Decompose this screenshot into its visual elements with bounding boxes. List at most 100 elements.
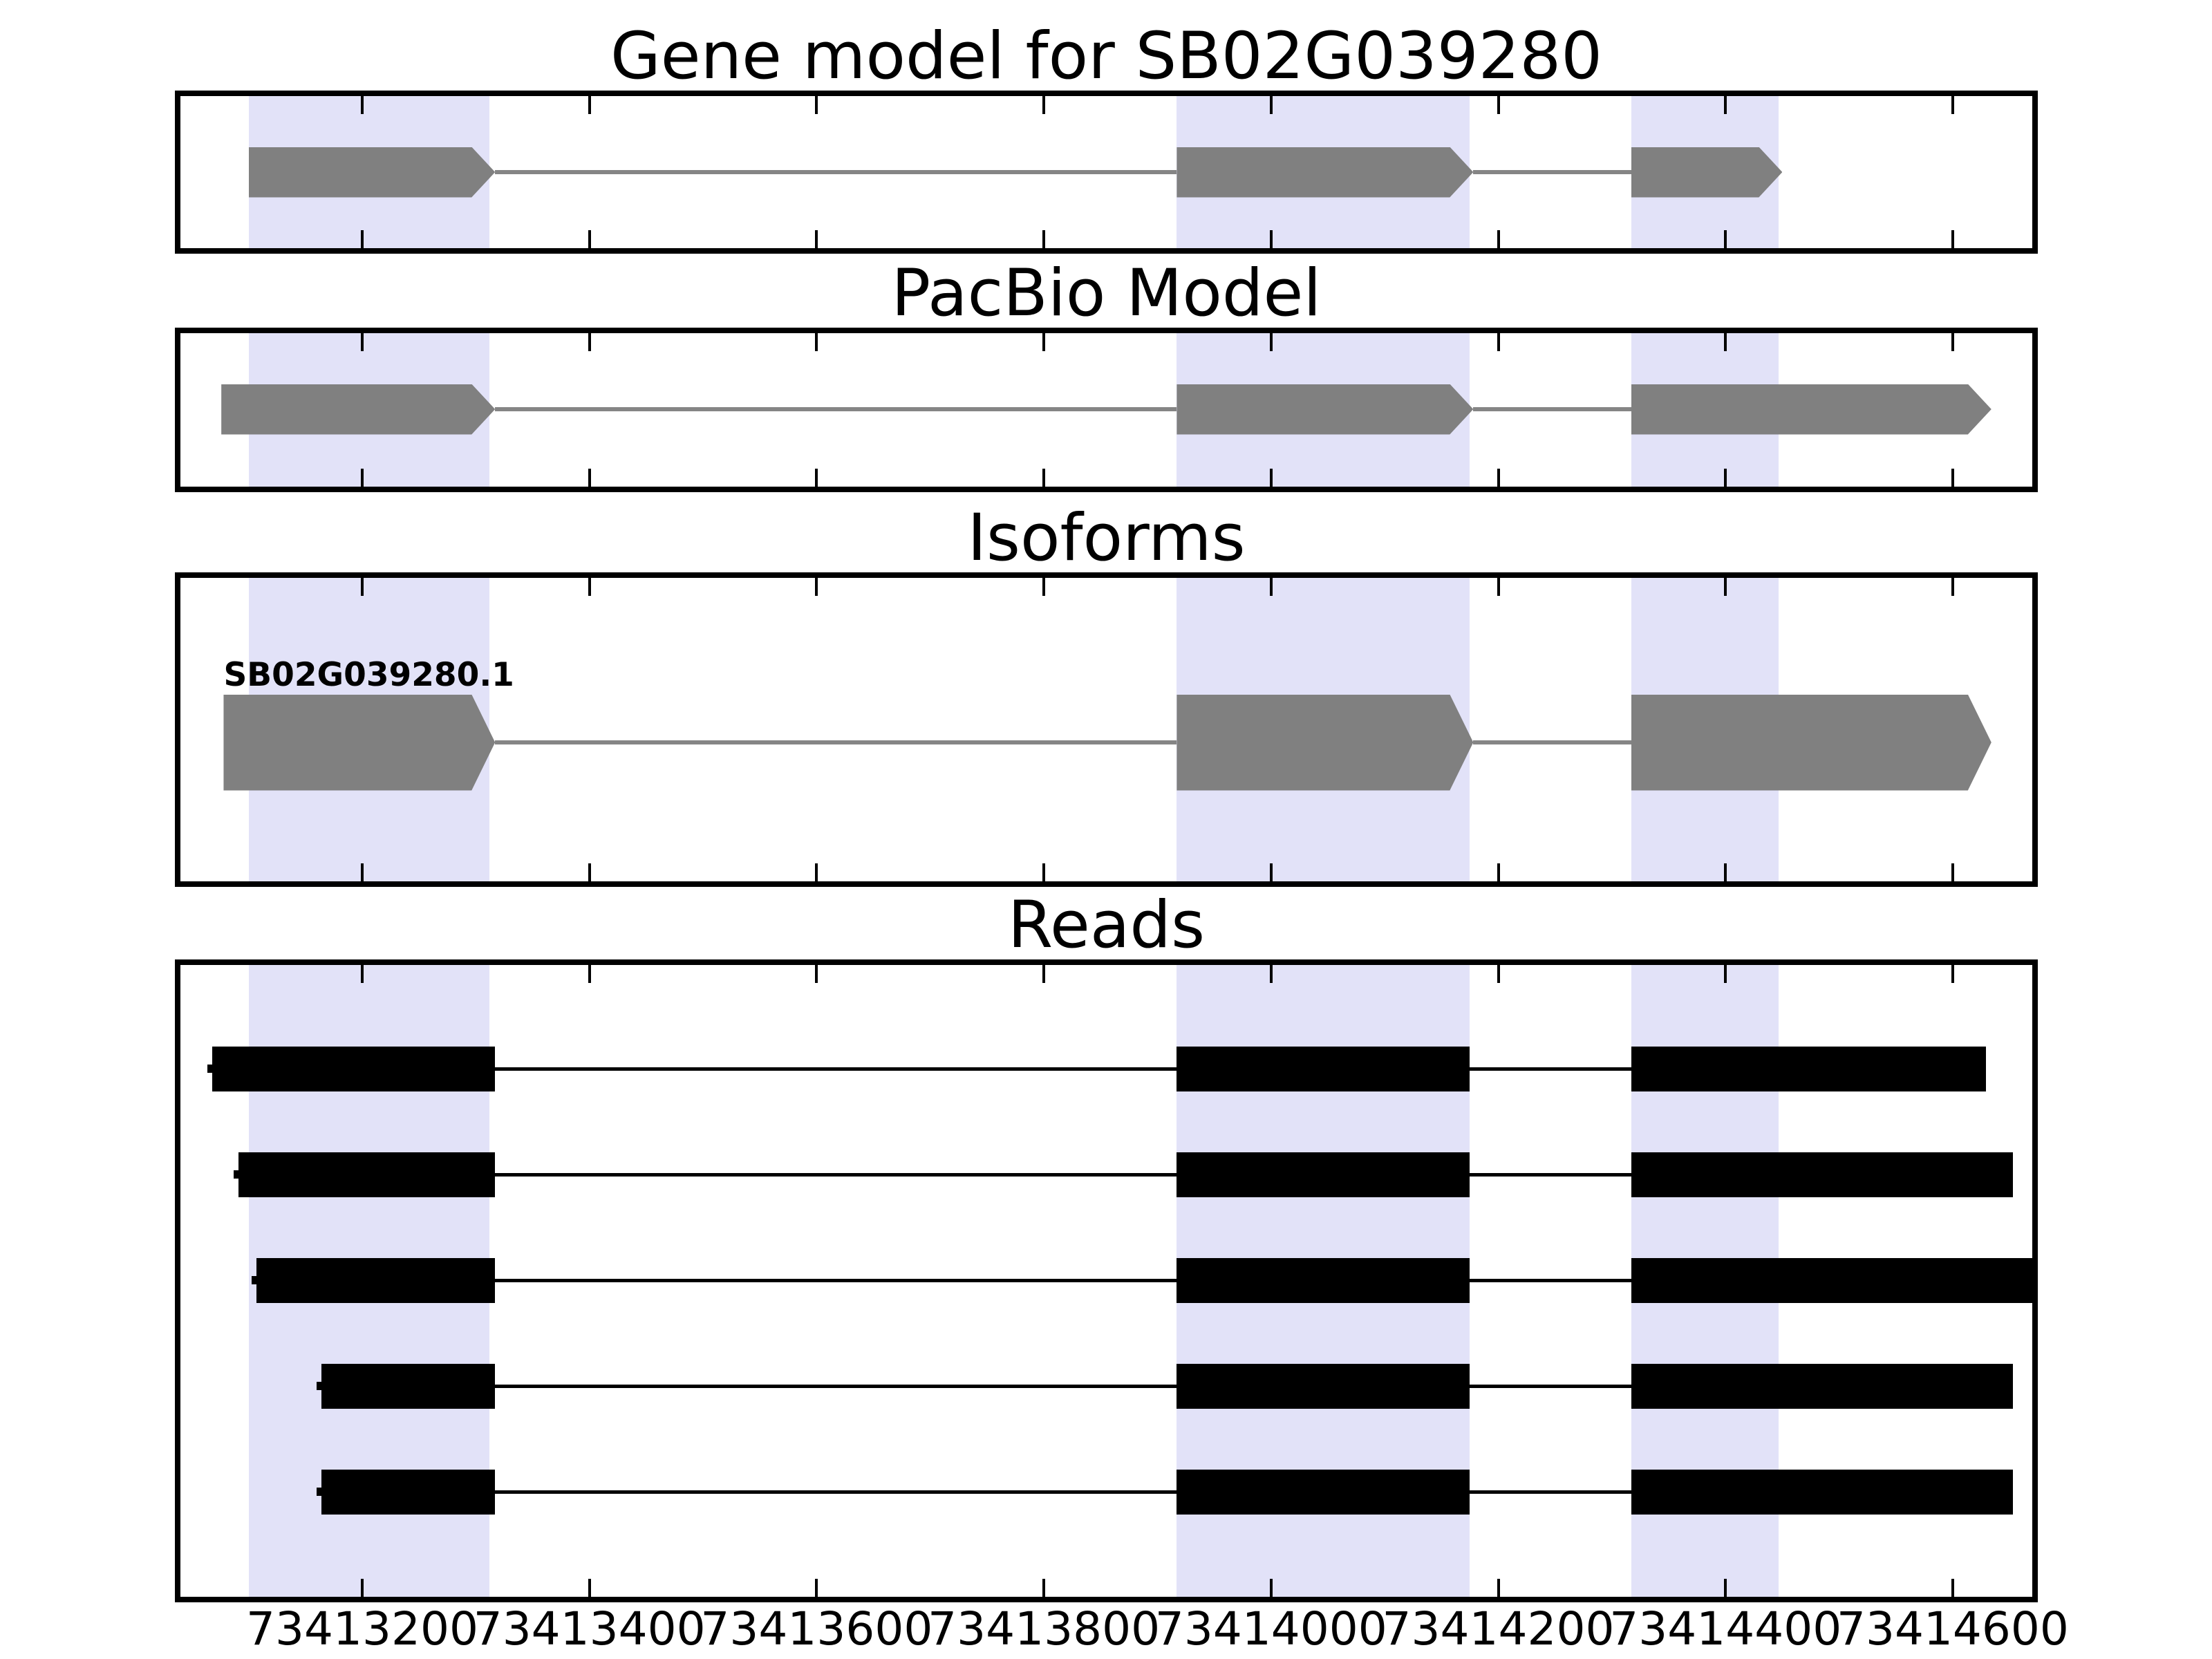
axis-tick-mark <box>1497 96 1500 114</box>
read-connector-line <box>495 1384 1177 1388</box>
axis-tick-mark <box>1724 333 1727 351</box>
read-segment <box>321 1469 496 1515</box>
axis-tick-mark <box>1042 965 1046 983</box>
x-tick-label: 73413400 <box>473 1602 706 1656</box>
axis-tick-mark <box>1269 469 1273 487</box>
axis-tick-mark <box>1497 965 1500 983</box>
axis-tick-mark <box>1042 863 1046 881</box>
axis-tick-mark <box>1951 578 1954 596</box>
axis-tick-mark <box>1497 333 1500 351</box>
axis-tick-mark <box>815 333 818 351</box>
isoform-label: SB02G039280.1 <box>223 655 514 694</box>
axis-tick-mark <box>1724 578 1727 596</box>
read-segment <box>1631 1152 2014 1197</box>
axis-tick-mark <box>1042 1579 1046 1597</box>
axis-tick-mark <box>1269 863 1273 881</box>
axis-tick-mark <box>1497 230 1500 248</box>
read-segment <box>1177 1469 1470 1515</box>
exon-arrow <box>223 695 495 791</box>
panel-title-isoforms: Isoforms <box>967 500 1246 576</box>
panel-title-gene-model: Gene model for SB02G039280 <box>610 19 1603 94</box>
axis-tick-mark <box>1951 863 1954 881</box>
axis-tick-mark <box>1042 230 1046 248</box>
axis-tick-mark <box>1951 965 1954 983</box>
read-segment <box>1177 1257 1470 1303</box>
axis-tick-mark <box>815 965 818 983</box>
read-segment <box>238 1152 496 1197</box>
read-connector-line <box>495 1278 1177 1282</box>
axis-tick-mark <box>1497 469 1500 487</box>
exon-arrow <box>1177 695 1473 791</box>
axis-tick-mark <box>1724 230 1727 248</box>
axis-tick-mark <box>1042 469 1046 487</box>
axis-tick-mark <box>1042 96 1046 114</box>
intron-line <box>495 407 1177 411</box>
read-segment <box>1631 1257 2032 1303</box>
axis-tick-mark <box>815 230 818 248</box>
read-start-notch <box>316 1382 322 1390</box>
axis-tick-mark <box>1724 96 1727 114</box>
read-connector-line <box>495 1172 1177 1177</box>
intron-line <box>495 740 1177 744</box>
read-connector-line <box>1470 1384 1631 1388</box>
exon-arrow <box>1177 147 1473 198</box>
panel-plot-area <box>180 96 2032 248</box>
exon-arrow <box>221 384 495 435</box>
x-tick-label: 73414000 <box>1154 1602 1387 1656</box>
axis-tick-mark <box>1269 1579 1273 1597</box>
exon-arrow <box>1631 147 1783 198</box>
axis-tick-mark <box>588 230 591 248</box>
panel-model <box>175 328 2038 492</box>
panel-reads <box>175 959 2038 1602</box>
axis-tick-mark <box>1497 1579 1500 1597</box>
read-connector-line <box>1470 1172 1631 1177</box>
intron-line <box>1473 170 1631 174</box>
intron-line <box>1473 740 1631 744</box>
read-segment <box>1177 1046 1470 1091</box>
panel-plot-area <box>180 333 2032 487</box>
axis-tick-mark <box>1269 96 1273 114</box>
axis-tick-mark <box>1269 230 1273 248</box>
read-connector-line <box>495 1490 1177 1494</box>
axis-tick-mark <box>1269 965 1273 983</box>
x-tick-label: 73414600 <box>1836 1602 2069 1656</box>
exon-arrow <box>1631 384 1991 435</box>
axis-tick-mark <box>588 578 591 596</box>
axis-tick-mark <box>360 863 364 881</box>
axis-tick-mark <box>588 469 591 487</box>
axis-tick-mark <box>1042 578 1046 596</box>
axis-tick-mark <box>1724 1579 1727 1597</box>
panel-title-reads: Reads <box>1007 888 1206 963</box>
axis-tick-mark <box>815 469 818 487</box>
axis-tick-mark <box>1951 230 1954 248</box>
axis-tick-mark <box>588 863 591 881</box>
x-tick-label: 73413600 <box>700 1602 933 1656</box>
x-tick-label: 73413200 <box>246 1602 478 1656</box>
exon-arrow <box>1631 695 1991 791</box>
read-connector-line <box>495 1067 1177 1071</box>
panel-title-pacbio-model: PacBio Model <box>891 256 1322 331</box>
axis-tick-mark <box>815 578 818 596</box>
axis-tick-mark <box>1042 333 1046 351</box>
read-segment <box>1631 1469 2014 1515</box>
x-tick-label: 73414400 <box>1609 1602 1842 1656</box>
axis-tick-mark <box>1724 469 1727 487</box>
axis-tick-mark <box>588 965 591 983</box>
axis-tick-mark <box>360 469 364 487</box>
x-axis-tick-labels: 73413200 73413400 73413600 73413800 73414000… <box>180 1602 2069 1659</box>
axis-tick-mark <box>1951 1579 1954 1597</box>
exon-arrow <box>1177 384 1473 435</box>
axis-tick-mark <box>360 965 364 983</box>
read-segment <box>212 1046 496 1091</box>
axis-tick-mark <box>815 863 818 881</box>
read-segment <box>1631 1046 1986 1091</box>
axis-tick-mark <box>1497 578 1500 596</box>
axis-tick-mark <box>1497 863 1500 881</box>
intron-line <box>495 170 1177 174</box>
axis-tick-mark <box>360 333 364 351</box>
read-connector-line <box>1470 1278 1631 1282</box>
read-start-notch <box>207 1065 214 1073</box>
read-segment <box>256 1257 496 1303</box>
panel-isoform: SB02G039280.1 <box>175 572 2038 887</box>
read-connector-line <box>1470 1067 1631 1071</box>
